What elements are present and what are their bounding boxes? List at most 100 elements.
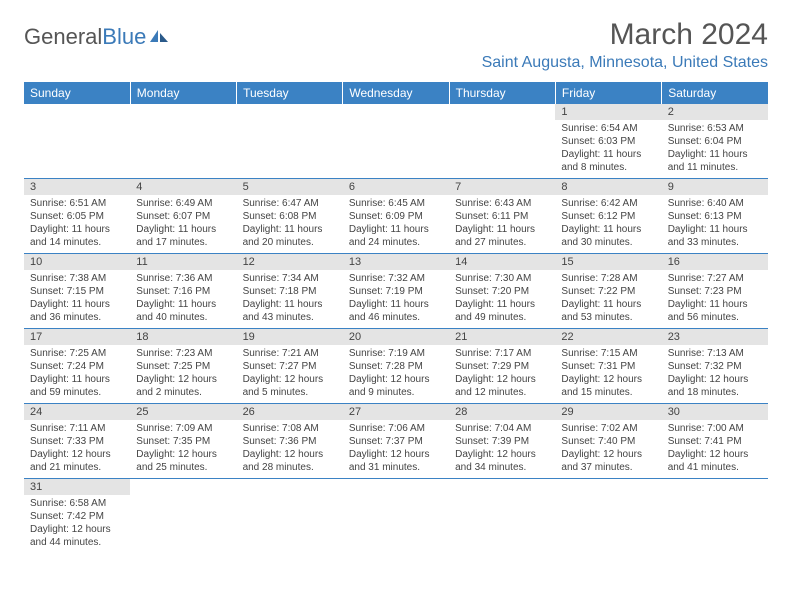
- calendar-table: Sunday Monday Tuesday Wednesday Thursday…: [24, 82, 768, 553]
- calendar-cell: 19Sunrise: 7:21 AMSunset: 7:27 PMDayligh…: [237, 329, 343, 404]
- day-header: Sunday: [24, 82, 130, 104]
- day-content: Sunrise: 7:25 AMSunset: 7:24 PMDaylight:…: [24, 345, 130, 403]
- calendar-cell: [343, 479, 449, 554]
- day-content: Sunrise: 6:45 AMSunset: 6:09 PMDaylight:…: [343, 195, 449, 253]
- day-header: Tuesday: [237, 82, 343, 104]
- calendar-cell: [449, 479, 555, 554]
- calendar-cell: 1Sunrise: 6:54 AMSunset: 6:03 PMDaylight…: [555, 104, 661, 179]
- logo-text-blue: Blue: [102, 24, 146, 50]
- day-content: Sunrise: 6:43 AMSunset: 6:11 PMDaylight:…: [449, 195, 555, 253]
- calendar-cell: 3Sunrise: 6:51 AMSunset: 6:05 PMDaylight…: [24, 179, 130, 254]
- day-number: 25: [130, 404, 236, 420]
- day-number: 9: [662, 179, 768, 195]
- calendar-cell: 27Sunrise: 7:06 AMSunset: 7:37 PMDayligh…: [343, 404, 449, 479]
- day-number: 6: [343, 179, 449, 195]
- calendar-cell: [130, 479, 236, 554]
- day-number: 20: [343, 329, 449, 345]
- day-content: Sunrise: 6:53 AMSunset: 6:04 PMDaylight:…: [662, 120, 768, 178]
- day-content: Sunrise: 7:04 AMSunset: 7:39 PMDaylight:…: [449, 420, 555, 478]
- day-content: Sunrise: 6:54 AMSunset: 6:03 PMDaylight:…: [555, 120, 661, 178]
- day-number: 8: [555, 179, 661, 195]
- calendar-row: 1Sunrise: 6:54 AMSunset: 6:03 PMDaylight…: [24, 104, 768, 179]
- day-content: Sunrise: 6:47 AMSunset: 6:08 PMDaylight:…: [237, 195, 343, 253]
- calendar-cell: 6Sunrise: 6:45 AMSunset: 6:09 PMDaylight…: [343, 179, 449, 254]
- calendar-row: 17Sunrise: 7:25 AMSunset: 7:24 PMDayligh…: [24, 329, 768, 404]
- day-number: 30: [662, 404, 768, 420]
- calendar-cell: 5Sunrise: 6:47 AMSunset: 6:08 PMDaylight…: [237, 179, 343, 254]
- day-number: 10: [24, 254, 130, 270]
- calendar-cell: 17Sunrise: 7:25 AMSunset: 7:24 PMDayligh…: [24, 329, 130, 404]
- day-content: Sunrise: 6:49 AMSunset: 6:07 PMDaylight:…: [130, 195, 236, 253]
- calendar-cell: 13Sunrise: 7:32 AMSunset: 7:19 PMDayligh…: [343, 254, 449, 329]
- day-number: 3: [24, 179, 130, 195]
- calendar-row: 3Sunrise: 6:51 AMSunset: 6:05 PMDaylight…: [24, 179, 768, 254]
- day-number: 2: [662, 104, 768, 120]
- calendar-cell: 23Sunrise: 7:13 AMSunset: 7:32 PMDayligh…: [662, 329, 768, 404]
- calendar-cell: [237, 104, 343, 179]
- calendar-cell: [662, 479, 768, 554]
- logo: GeneralBlue: [24, 24, 170, 50]
- calendar-cell: 15Sunrise: 7:28 AMSunset: 7:22 PMDayligh…: [555, 254, 661, 329]
- day-number: 12: [237, 254, 343, 270]
- calendar-row: 10Sunrise: 7:38 AMSunset: 7:15 PMDayligh…: [24, 254, 768, 329]
- day-number: 13: [343, 254, 449, 270]
- day-content: Sunrise: 7:17 AMSunset: 7:29 PMDaylight:…: [449, 345, 555, 403]
- day-number: 21: [449, 329, 555, 345]
- day-number: 28: [449, 404, 555, 420]
- day-header-row: Sunday Monday Tuesday Wednesday Thursday…: [24, 82, 768, 104]
- day-content: Sunrise: 6:51 AMSunset: 6:05 PMDaylight:…: [24, 195, 130, 253]
- day-content: Sunrise: 7:36 AMSunset: 7:16 PMDaylight:…: [130, 270, 236, 328]
- sail-icon: [148, 28, 170, 44]
- day-number: 24: [24, 404, 130, 420]
- calendar-cell: 20Sunrise: 7:19 AMSunset: 7:28 PMDayligh…: [343, 329, 449, 404]
- calendar-cell: 8Sunrise: 6:42 AMSunset: 6:12 PMDaylight…: [555, 179, 661, 254]
- day-number: 18: [130, 329, 236, 345]
- calendar-cell: 7Sunrise: 6:43 AMSunset: 6:11 PMDaylight…: [449, 179, 555, 254]
- calendar-cell: 28Sunrise: 7:04 AMSunset: 7:39 PMDayligh…: [449, 404, 555, 479]
- calendar-cell: 10Sunrise: 7:38 AMSunset: 7:15 PMDayligh…: [24, 254, 130, 329]
- calendar-body: 1Sunrise: 6:54 AMSunset: 6:03 PMDaylight…: [24, 104, 768, 553]
- day-number: 4: [130, 179, 236, 195]
- day-header: Saturday: [662, 82, 768, 104]
- calendar-cell: 30Sunrise: 7:00 AMSunset: 7:41 PMDayligh…: [662, 404, 768, 479]
- calendar-cell: [343, 104, 449, 179]
- calendar-cell: 16Sunrise: 7:27 AMSunset: 7:23 PMDayligh…: [662, 254, 768, 329]
- location: Saint Augusta, Minnesota, United States: [482, 54, 768, 72]
- calendar-cell: 22Sunrise: 7:15 AMSunset: 7:31 PMDayligh…: [555, 329, 661, 404]
- calendar-cell: [130, 104, 236, 179]
- day-content: Sunrise: 7:27 AMSunset: 7:23 PMDaylight:…: [662, 270, 768, 328]
- calendar-cell: 11Sunrise: 7:36 AMSunset: 7:16 PMDayligh…: [130, 254, 236, 329]
- calendar-cell: [24, 104, 130, 179]
- day-header: Thursday: [449, 82, 555, 104]
- calendar-cell: [449, 104, 555, 179]
- day-content: Sunrise: 7:38 AMSunset: 7:15 PMDaylight:…: [24, 270, 130, 328]
- day-number: 19: [237, 329, 343, 345]
- day-content: Sunrise: 6:42 AMSunset: 6:12 PMDaylight:…: [555, 195, 661, 253]
- day-number: 5: [237, 179, 343, 195]
- day-content: Sunrise: 7:09 AMSunset: 7:35 PMDaylight:…: [130, 420, 236, 478]
- day-number: 22: [555, 329, 661, 345]
- calendar-cell: 25Sunrise: 7:09 AMSunset: 7:35 PMDayligh…: [130, 404, 236, 479]
- day-number: 15: [555, 254, 661, 270]
- calendar-cell: 14Sunrise: 7:30 AMSunset: 7:20 PMDayligh…: [449, 254, 555, 329]
- day-content: Sunrise: 7:11 AMSunset: 7:33 PMDaylight:…: [24, 420, 130, 478]
- month-title: March 2024: [482, 18, 768, 52]
- day-content: Sunrise: 7:30 AMSunset: 7:20 PMDaylight:…: [449, 270, 555, 328]
- day-content: Sunrise: 7:34 AMSunset: 7:18 PMDaylight:…: [237, 270, 343, 328]
- calendar-row: 24Sunrise: 7:11 AMSunset: 7:33 PMDayligh…: [24, 404, 768, 479]
- calendar-cell: 26Sunrise: 7:08 AMSunset: 7:36 PMDayligh…: [237, 404, 343, 479]
- day-content: Sunrise: 7:00 AMSunset: 7:41 PMDaylight:…: [662, 420, 768, 478]
- calendar-cell: 4Sunrise: 6:49 AMSunset: 6:07 PMDaylight…: [130, 179, 236, 254]
- day-content: Sunrise: 7:19 AMSunset: 7:28 PMDaylight:…: [343, 345, 449, 403]
- day-number: 7: [449, 179, 555, 195]
- day-number: 29: [555, 404, 661, 420]
- calendar-cell: 31Sunrise: 6:58 AMSunset: 7:42 PMDayligh…: [24, 479, 130, 554]
- day-content: Sunrise: 7:32 AMSunset: 7:19 PMDaylight:…: [343, 270, 449, 328]
- day-content: Sunrise: 6:40 AMSunset: 6:13 PMDaylight:…: [662, 195, 768, 253]
- day-content: Sunrise: 7:06 AMSunset: 7:37 PMDaylight:…: [343, 420, 449, 478]
- day-number: 1: [555, 104, 661, 120]
- calendar-cell: 21Sunrise: 7:17 AMSunset: 7:29 PMDayligh…: [449, 329, 555, 404]
- logo-text-general: General: [24, 24, 102, 50]
- day-number: 26: [237, 404, 343, 420]
- day-number: 31: [24, 479, 130, 495]
